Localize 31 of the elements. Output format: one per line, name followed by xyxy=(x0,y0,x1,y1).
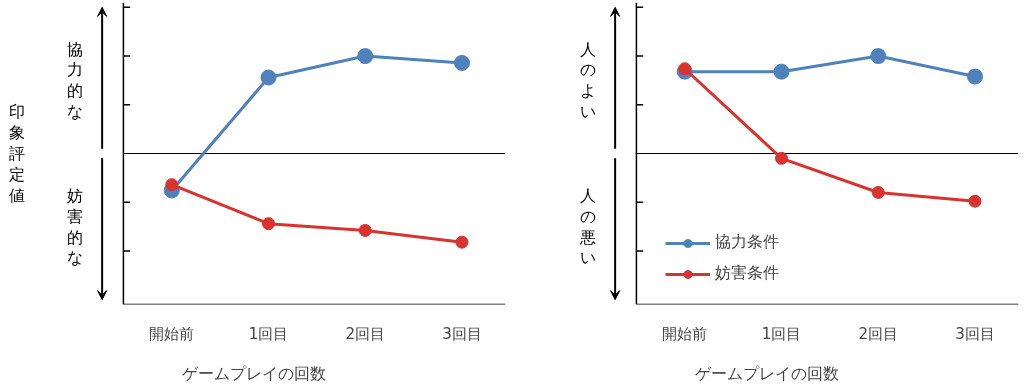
x-axis-title: ゲームプレイの回数 xyxy=(695,363,839,383)
point xyxy=(966,68,983,85)
point xyxy=(357,48,374,65)
point xyxy=(773,63,790,80)
point xyxy=(870,48,887,65)
x-tick-label: 2回目 xyxy=(345,324,386,343)
x-axis-title: ゲームプレイの回数 xyxy=(182,363,326,383)
x-tick-label: 1回目 xyxy=(761,324,802,343)
point xyxy=(262,217,276,231)
point xyxy=(968,194,982,208)
x-tick-label: 3回目 xyxy=(442,324,482,343)
y-axis-title: 印象評定値 xyxy=(9,102,26,205)
text: 協力的な xyxy=(67,39,84,122)
x-tick-label: 1回目 xyxy=(248,324,289,343)
point xyxy=(775,151,789,165)
point xyxy=(678,62,692,76)
point xyxy=(871,185,885,199)
point xyxy=(260,69,277,86)
text: 人のよい xyxy=(580,39,597,122)
text: 妨害的な xyxy=(67,185,84,268)
point xyxy=(165,178,179,192)
x-tick-label: 2回目 xyxy=(858,324,899,343)
x-tick-label: 開始前 xyxy=(662,324,708,343)
point xyxy=(358,223,372,237)
legend-label: 妨害条件 xyxy=(715,263,779,284)
point xyxy=(453,54,470,71)
text: 人の悪い xyxy=(579,185,597,268)
point xyxy=(455,235,469,249)
legend-label: 協力条件 xyxy=(715,232,779,253)
x-tick-label: 開始前 xyxy=(149,324,195,343)
x-tick-label: 3回目 xyxy=(955,324,995,343)
